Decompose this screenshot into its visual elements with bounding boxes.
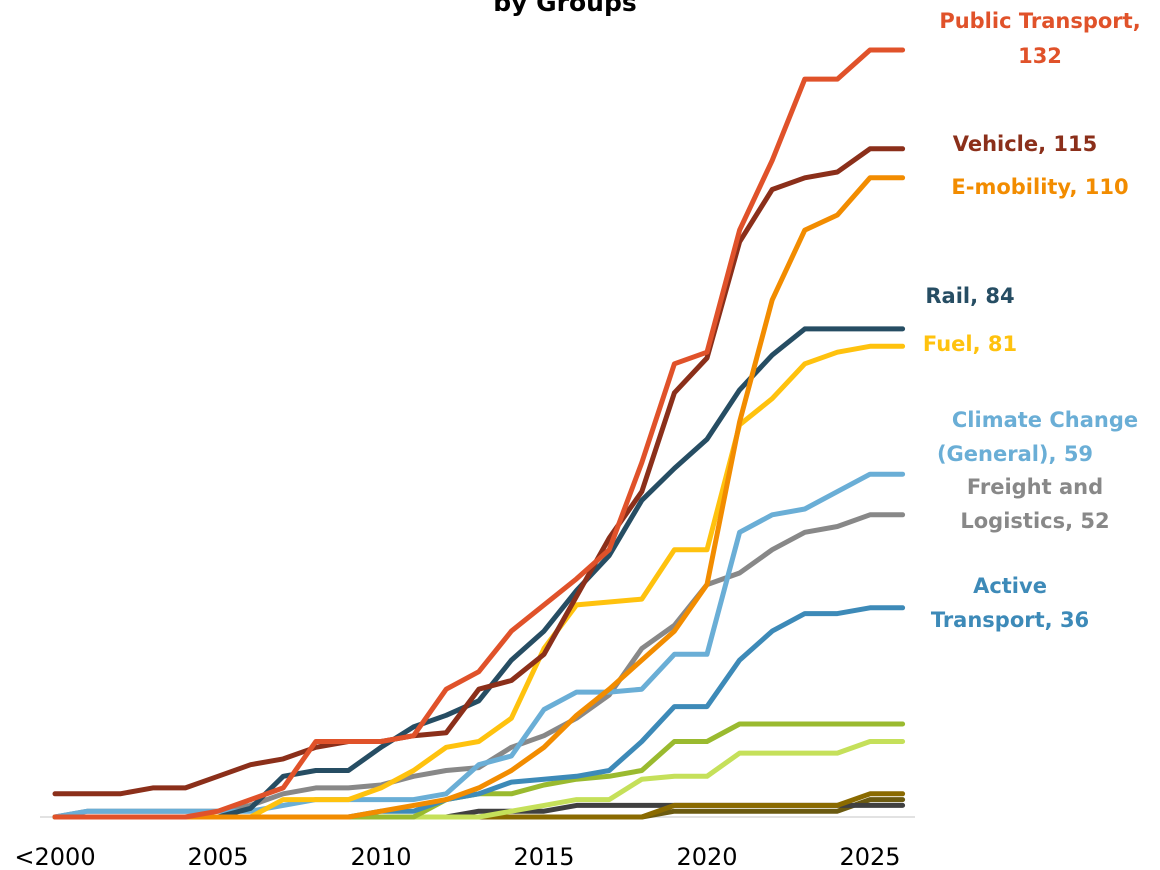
series-label: Active bbox=[973, 574, 1047, 598]
series-label: Public Transport, bbox=[939, 9, 1140, 33]
x-tick-label: 2020 bbox=[676, 843, 737, 870]
series-line bbox=[52, 175, 906, 820]
series-line bbox=[52, 512, 906, 820]
series-line bbox=[52, 343, 906, 820]
series-line bbox=[52, 797, 906, 820]
series-line bbox=[52, 146, 906, 797]
series-label: Transport, 36 bbox=[931, 608, 1089, 632]
series-label: Vehicle, 115 bbox=[953, 132, 1098, 156]
x-tick-label: 2010 bbox=[350, 843, 411, 870]
series-label: E-mobility, 110 bbox=[951, 175, 1128, 199]
series-label: 132 bbox=[1018, 44, 1062, 68]
x-tick-label: 2025 bbox=[839, 843, 900, 870]
x-tick-label: 2005 bbox=[187, 843, 248, 870]
series-label: Climate Change bbox=[952, 408, 1138, 432]
series-line bbox=[52, 471, 906, 820]
series-label: Freight and bbox=[967, 475, 1103, 499]
series-label: Rail, 84 bbox=[925, 284, 1014, 308]
series-label: Logistics, 52 bbox=[960, 509, 1109, 533]
series-line bbox=[52, 47, 906, 820]
series-label: (General), 59 bbox=[937, 442, 1093, 466]
x-tick-label: 2015 bbox=[513, 843, 574, 870]
chart-title: by Groups bbox=[493, 0, 637, 17]
x-tick-label: <2000 bbox=[14, 843, 95, 870]
series-label: Fuel, 81 bbox=[923, 332, 1017, 356]
